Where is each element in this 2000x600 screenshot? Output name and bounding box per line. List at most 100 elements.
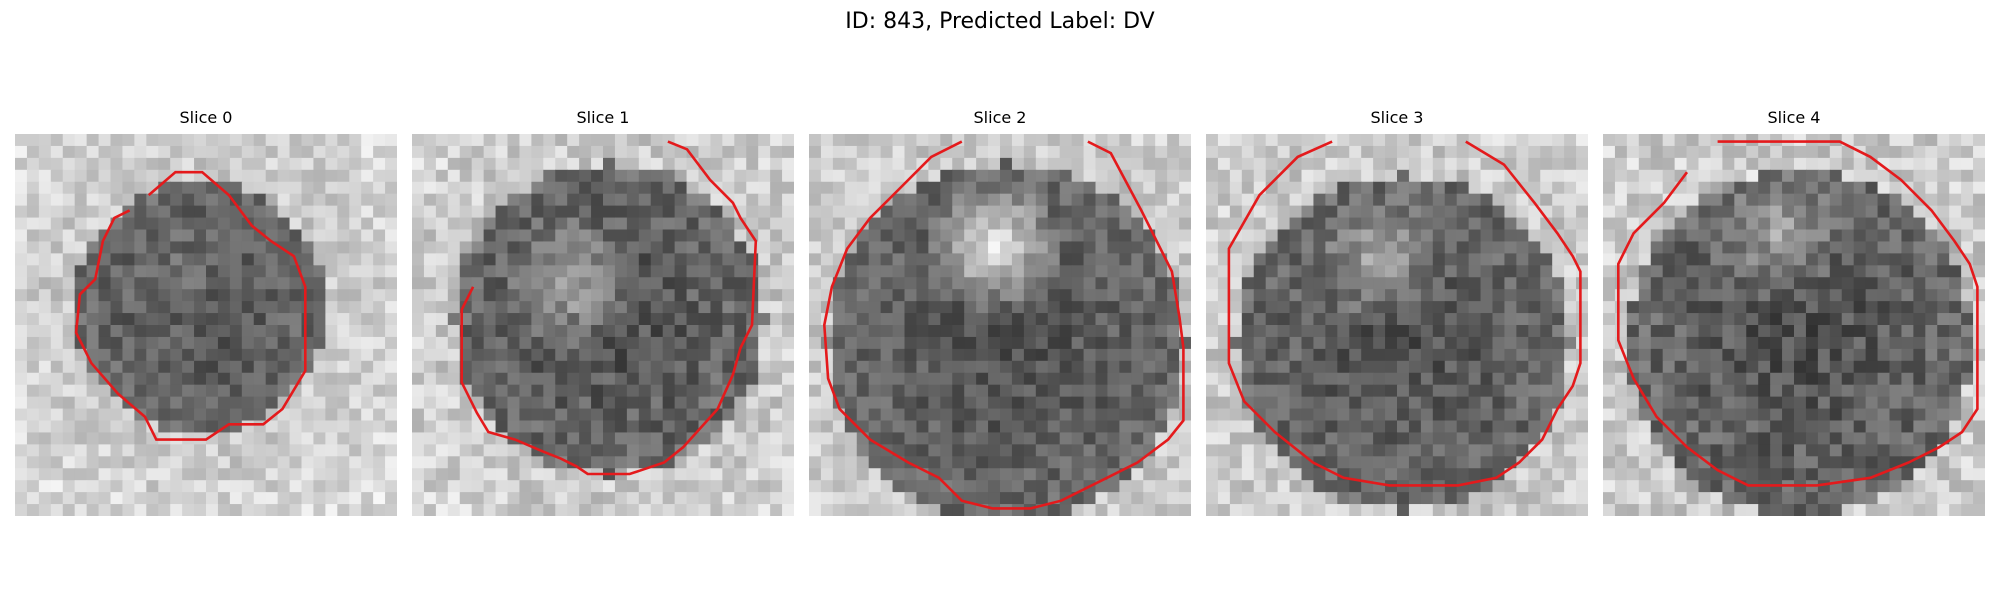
- image-pixel: [1504, 384, 1517, 398]
- image-pixel: [337, 325, 350, 338]
- image-pixel: [1373, 444, 1386, 457]
- image-pixel: [1373, 277, 1386, 290]
- image-pixel: [1023, 444, 1037, 457]
- image-pixel: [820, 468, 834, 481]
- image-pixel: [1758, 193, 1771, 207]
- image-pixel: [782, 325, 794, 338]
- image-pixel: [1841, 360, 1855, 374]
- image-pixel: [1301, 301, 1315, 314]
- image-pixel: [1047, 157, 1061, 171]
- image-pixel: [1107, 205, 1120, 219]
- image-pixel: [253, 360, 267, 374]
- image-pixel: [412, 229, 425, 243]
- image-pixel: [1889, 301, 1903, 314]
- image-pixel: [277, 384, 291, 398]
- image-pixel: [265, 277, 279, 290]
- image-pixel: [1492, 289, 1506, 302]
- image-pixel: [1277, 420, 1291, 434]
- image-pixel: [603, 492, 616, 505]
- image-pixel: [495, 241, 509, 254]
- image-pixel: [1638, 217, 1652, 231]
- image-pixel: [158, 157, 171, 171]
- image-pixel: [206, 480, 219, 493]
- image-pixel: [832, 229, 846, 243]
- image-pixel: [1564, 456, 1577, 469]
- image-pixel: [1143, 444, 1156, 457]
- image-pixel: [1313, 169, 1326, 183]
- image-pixel: [361, 193, 374, 207]
- image-pixel: [507, 444, 521, 457]
- image-pixel: [1023, 408, 1037, 422]
- image-pixel: [1576, 504, 1588, 516]
- image-pixel: [579, 217, 592, 231]
- image-pixel: [880, 480, 894, 493]
- image-pixel: [626, 372, 640, 386]
- image-pixel: [1576, 408, 1588, 422]
- image-pixel: [1119, 480, 1132, 493]
- image-pixel: [253, 241, 267, 254]
- image-pixel: [820, 396, 834, 410]
- image-pixel: [519, 205, 532, 219]
- image-pixel: [1167, 313, 1180, 326]
- image-pixel: [519, 456, 532, 469]
- image-pixel: [1206, 265, 1219, 278]
- image-pixel: [325, 444, 338, 457]
- image-pixel: [1528, 277, 1541, 290]
- image-pixel: [650, 193, 664, 207]
- image-pixel: [146, 277, 159, 290]
- image-pixel: [1877, 360, 1891, 374]
- image-pixel: [1155, 181, 1168, 195]
- image-pixel: [734, 480, 747, 493]
- image-pixel: [435, 384, 449, 398]
- image-pixel: [964, 396, 977, 410]
- image-pixel: [916, 241, 929, 254]
- image-pixel: [1805, 408, 1819, 422]
- image-pixel: [1217, 408, 1231, 422]
- image-pixel: [940, 253, 953, 266]
- image-pixel: [1011, 325, 1025, 338]
- image-pixel: [734, 468, 747, 481]
- image-pixel: [1131, 336, 1144, 350]
- image-pixel: [880, 157, 894, 171]
- image-pixel: [1794, 205, 1807, 219]
- image-pixel: [662, 456, 676, 469]
- image-pixel: [1650, 420, 1664, 434]
- image-pixel: [1480, 205, 1494, 219]
- image-pixel: [758, 157, 771, 171]
- image-pixel: [1889, 336, 1903, 350]
- image-pixel: [1107, 301, 1120, 314]
- image-pixel: [1444, 325, 1458, 338]
- image-pixel: [531, 157, 544, 171]
- image-pixel: [1444, 313, 1458, 326]
- image-pixel: [1131, 492, 1144, 505]
- image-pixel: [734, 181, 747, 195]
- image-pixel: [1961, 145, 1974, 159]
- image-pixel: [1167, 480, 1180, 493]
- image-pixel: [1662, 145, 1676, 159]
- slice-image-1: [412, 134, 794, 516]
- image-pixel: [531, 313, 544, 326]
- image-pixel: [15, 169, 28, 183]
- image-pixel: [1674, 193, 1688, 207]
- image-pixel: [1229, 181, 1243, 195]
- image-pixel: [50, 408, 64, 422]
- image-pixel: [579, 444, 592, 457]
- image-pixel: [412, 492, 425, 505]
- image-pixel: [928, 372, 941, 386]
- image-pixel: [435, 181, 449, 195]
- image-pixel: [734, 384, 747, 398]
- image-pixel: [1000, 408, 1013, 422]
- image-pixel: [1576, 396, 1588, 410]
- image-pixel: [241, 301, 255, 314]
- image-pixel: [423, 205, 437, 219]
- image-pixel: [337, 408, 350, 422]
- image-pixel: [976, 301, 989, 314]
- image-pixel: [349, 384, 362, 398]
- segmentation-contour: [822, 140, 1185, 510]
- image-pixel: [471, 492, 485, 505]
- image-pixel: [940, 313, 953, 326]
- image-pixel: [435, 504, 449, 516]
- image-pixel: [880, 408, 894, 422]
- image-pixel: [567, 348, 580, 362]
- image-pixel: [50, 444, 64, 457]
